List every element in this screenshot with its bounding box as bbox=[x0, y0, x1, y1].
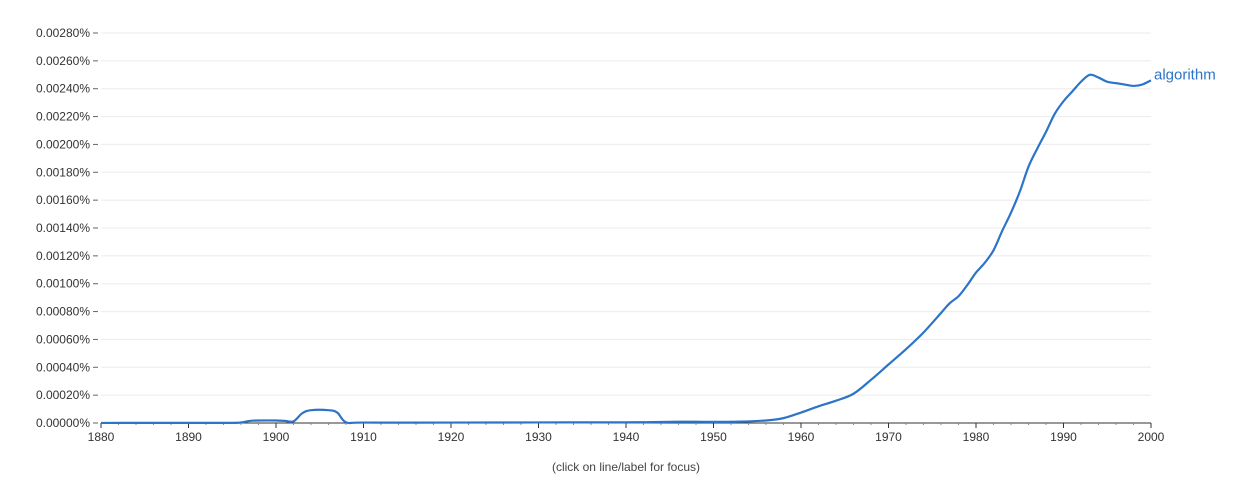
x-tick-label: 1930 bbox=[525, 430, 552, 444]
axes: 0.00000% 0.00020% 0.00040% 0.00060% 0.00080%… bbox=[36, 26, 1165, 444]
y-tick-label: 0.00020% bbox=[36, 388, 90, 402]
x-tick-label: 1910 bbox=[350, 430, 377, 444]
x-tick-label: 1880 bbox=[88, 430, 115, 444]
x-tick-label: 1960 bbox=[788, 430, 815, 444]
y-tick-label: 0.00040% bbox=[36, 360, 90, 374]
x-tick-label: 1920 bbox=[438, 430, 465, 444]
y-tick-label: 0.00140% bbox=[36, 221, 90, 235]
grid bbox=[101, 32, 1151, 396]
y-tick-label: 0.00080% bbox=[36, 305, 90, 319]
y-tick-label: 0.00280% bbox=[36, 26, 90, 40]
x-tick-label: 2000 bbox=[1138, 430, 1165, 444]
x-tick-label: 1950 bbox=[700, 430, 727, 444]
series-layer[interactable]: algorithm bbox=[100, 66, 1216, 425]
x-tick-label: 1980 bbox=[963, 430, 990, 444]
series-label-algorithm[interactable]: algorithm bbox=[1154, 66, 1216, 83]
y-tick-label: 0.00260% bbox=[36, 54, 90, 68]
x-tick-label: 1970 bbox=[875, 430, 902, 444]
x-tick-label: 1890 bbox=[175, 430, 202, 444]
y-tick-label: 0.00000% bbox=[36, 416, 90, 430]
y-tick-label: 0.00180% bbox=[36, 165, 90, 179]
x-tick-label: 1900 bbox=[263, 430, 290, 444]
y-tick-label: 0.00100% bbox=[36, 277, 90, 291]
series-line-algorithm[interactable] bbox=[100, 73, 1152, 425]
focus-hint: (click on line/label for focus) bbox=[552, 460, 700, 474]
y-tick-label: 0.00120% bbox=[36, 249, 90, 263]
y-tick-label: 0.00160% bbox=[36, 193, 90, 207]
y-tick-label: 0.00220% bbox=[36, 110, 90, 124]
y-tick-label: 0.00060% bbox=[36, 332, 90, 346]
x-tick-label: 1990 bbox=[1050, 430, 1077, 444]
y-tick-label: 0.00200% bbox=[36, 137, 90, 151]
x-tick-label: 1940 bbox=[613, 430, 640, 444]
y-tick-label: 0.00240% bbox=[36, 82, 90, 96]
